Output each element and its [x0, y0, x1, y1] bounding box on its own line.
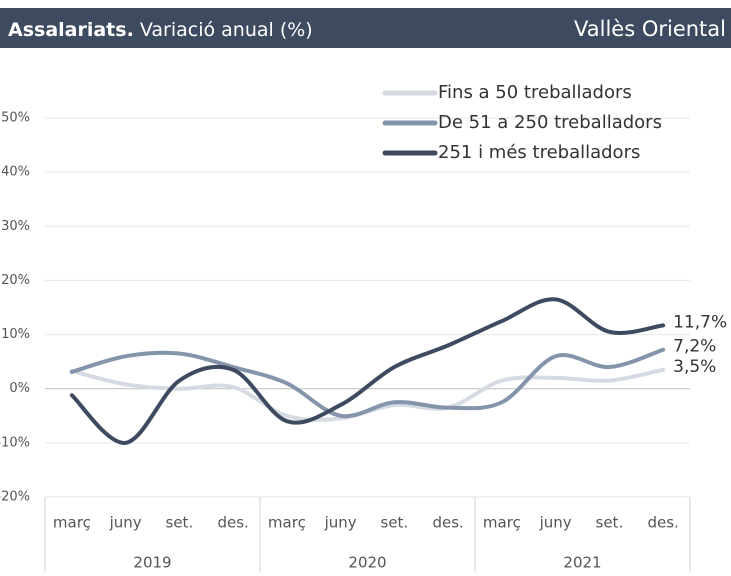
y-tick-label: -20%: [0, 490, 30, 505]
x-tick-label: des.: [432, 514, 463, 532]
series-line: [69, 347, 666, 419]
x-tick-label: set.: [166, 514, 194, 532]
x-group-label: 2021: [563, 554, 601, 572]
x-tick-label: juny: [109, 514, 142, 532]
x-tick-label: març: [53, 514, 91, 532]
x-tick-label: des.: [217, 514, 248, 532]
y-tick-label: 10%: [1, 327, 30, 342]
y-tick-label: 30%: [1, 219, 30, 234]
header-title: Assalariats. Variació anual (%): [8, 19, 313, 41]
data-label: 3,5%: [673, 357, 716, 377]
y-tick-label: 0%: [9, 381, 30, 396]
data-label: 11,7%: [673, 312, 727, 332]
x-group-label: 2019: [133, 554, 171, 572]
x-tick-label: març: [483, 514, 521, 532]
series-line: [69, 297, 666, 445]
x-tick-label: març: [268, 514, 306, 532]
header-title-rest: Variació anual (%): [140, 19, 313, 41]
x-tick-label: des.: [647, 514, 678, 532]
header-title-bold: Assalariats.: [8, 19, 134, 41]
y-tick-label: 40%: [1, 165, 30, 180]
y-tick-label: 20%: [1, 273, 30, 288]
data-label: 7,2%: [673, 337, 716, 357]
x-group-label: 2020: [348, 554, 386, 572]
x-tick-label: juny: [324, 514, 357, 532]
x-tick-label: set.: [381, 514, 409, 532]
y-tick-label: 50%: [1, 111, 30, 126]
header-bar: [0, 8, 731, 48]
x-tick-label: juny: [539, 514, 572, 532]
y-tick-label: -10%: [0, 435, 30, 450]
legend-label: Fins a 50 treballadors: [438, 82, 632, 103]
legend-label: 251 i més treballadors: [438, 142, 640, 163]
header-region: Vallès Oriental: [574, 17, 726, 41]
legend-label: De 51 a 250 treballadors: [438, 112, 662, 133]
x-tick-label: set.: [596, 514, 624, 532]
